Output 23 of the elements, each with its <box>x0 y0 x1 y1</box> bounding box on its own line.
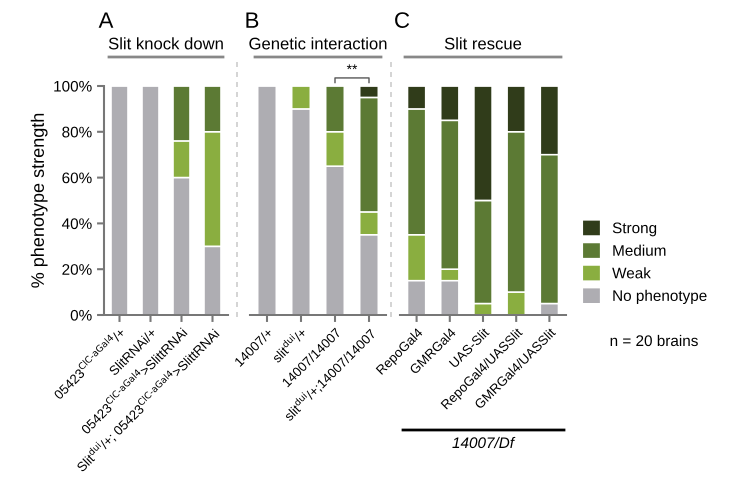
y-tick-label: 60% <box>62 172 92 184</box>
y-tick-label: 80% <box>62 126 92 138</box>
text: 14007/Df <box>452 436 516 448</box>
y-tick-label: 100% <box>54 80 92 92</box>
bar <box>141 86 160 315</box>
bar <box>110 86 129 315</box>
text: n = 20 brains <box>610 334 698 346</box>
legend-label: Strong <box>612 222 656 236</box>
y-axis-title: % phenotype strength <box>30 114 48 288</box>
legend-label: Medium <box>613 244 666 256</box>
chart-title: B <box>246 12 258 28</box>
y-tick-label: 40% <box>62 218 92 230</box>
y-tick-label: 20% <box>62 264 92 275</box>
chart-subtitle: Slit knock down <box>108 37 223 50</box>
text: ** <box>346 64 358 70</box>
chart-title: C <box>395 12 410 28</box>
chart-title: A <box>98 12 114 28</box>
legend-label: Weak <box>612 267 651 278</box>
chart-subtitle: Slit rescue <box>444 37 522 50</box>
y-tick-label: 0% <box>70 310 92 321</box>
bar <box>256 86 278 315</box>
chart-subtitle: Genetic interaction <box>249 37 386 50</box>
legend-label: No phenotype <box>613 290 707 304</box>
